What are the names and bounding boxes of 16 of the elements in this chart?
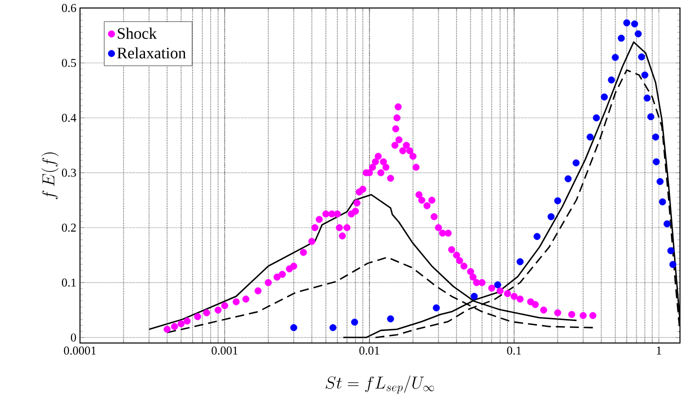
y-tick-label: 0.5 — [62, 58, 76, 67]
x-tick-label: 0.01 — [359, 346, 380, 355]
x-tick-label: 0.0001 — [64, 346, 96, 355]
y-tick-label: 0.1 — [62, 278, 76, 287]
y-tick-label: 0.2 — [62, 224, 76, 232]
x-tick-label: 1 — [656, 346, 662, 354]
y-tick-label: 0.6 — [62, 4, 76, 12]
x-axis-title: $St = f L_{sep}/U_{\infty}$ — [326, 376, 434, 394]
y-axis-title: $f\,E(f)$ — [41, 152, 59, 200]
x-tick-label: 0.1 — [507, 346, 521, 355]
y-tick-label: 0.4 — [62, 114, 76, 122]
legend-label: Relaxation — [117, 47, 186, 58]
x-tick-label: 0.001 — [212, 346, 238, 355]
legend-label: Shock — [118, 28, 157, 39]
y-tick-label: 0 — [70, 333, 76, 342]
y-tick-label: 0.3 — [62, 168, 76, 177]
